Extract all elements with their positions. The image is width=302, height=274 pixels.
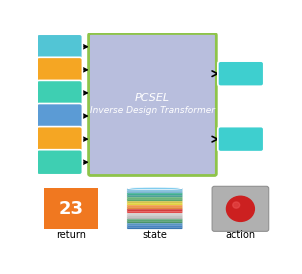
Text: $\hat{R}_t$: $\hat{R}_t$ (53, 38, 66, 56)
Text: return: return (56, 230, 86, 239)
FancyBboxPatch shape (127, 198, 183, 201)
Text: PCSEL: PCSEL (135, 93, 170, 103)
FancyBboxPatch shape (127, 190, 183, 193)
FancyBboxPatch shape (127, 202, 183, 205)
FancyBboxPatch shape (37, 104, 82, 129)
Text: Inverse Design Transformer: Inverse Design Transformer (90, 106, 215, 115)
FancyBboxPatch shape (127, 224, 183, 227)
Circle shape (226, 196, 254, 221)
FancyBboxPatch shape (127, 212, 183, 215)
Text: $a_t$: $a_t$ (54, 87, 65, 99)
FancyBboxPatch shape (127, 214, 183, 217)
FancyBboxPatch shape (37, 80, 82, 105)
FancyBboxPatch shape (127, 196, 183, 199)
FancyBboxPatch shape (37, 127, 82, 152)
FancyBboxPatch shape (37, 34, 82, 59)
FancyBboxPatch shape (88, 33, 216, 175)
Text: $s_t$: $s_t$ (54, 64, 65, 76)
FancyBboxPatch shape (212, 186, 269, 231)
FancyBboxPatch shape (218, 61, 264, 86)
Text: action: action (225, 230, 255, 239)
Text: $a_t$: $a_t$ (235, 68, 246, 79)
FancyBboxPatch shape (127, 200, 183, 203)
Text: $s_{t+1}$: $s_{t+1}$ (48, 133, 71, 145)
FancyBboxPatch shape (127, 194, 183, 197)
FancyBboxPatch shape (127, 218, 183, 221)
FancyBboxPatch shape (218, 127, 264, 152)
FancyBboxPatch shape (127, 216, 183, 219)
Ellipse shape (128, 187, 182, 190)
Text: $\hat{R}_{t+1}$: $\hat{R}_{t+1}$ (47, 107, 72, 125)
FancyBboxPatch shape (37, 57, 82, 82)
FancyBboxPatch shape (127, 208, 183, 211)
FancyBboxPatch shape (127, 220, 183, 223)
Circle shape (233, 202, 240, 208)
FancyBboxPatch shape (127, 226, 183, 229)
FancyBboxPatch shape (127, 192, 183, 195)
FancyBboxPatch shape (127, 210, 183, 213)
Text: state: state (142, 230, 167, 239)
FancyBboxPatch shape (127, 188, 183, 191)
FancyBboxPatch shape (127, 204, 183, 207)
FancyBboxPatch shape (127, 206, 183, 209)
Text: $a_{t+1}$: $a_{t+1}$ (47, 156, 72, 168)
Text: 23: 23 (59, 200, 84, 218)
FancyBboxPatch shape (44, 189, 98, 229)
FancyBboxPatch shape (127, 222, 183, 225)
FancyBboxPatch shape (37, 150, 82, 175)
Text: $a_{t+1}$: $a_{t+1}$ (229, 133, 253, 145)
